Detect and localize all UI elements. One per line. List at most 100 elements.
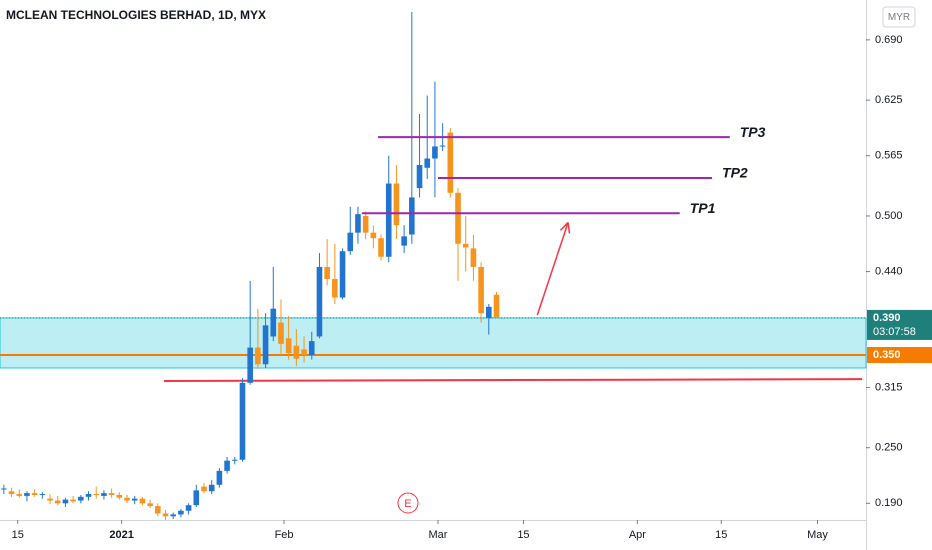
x-tick-label: 15 bbox=[12, 529, 24, 541]
candle-body bbox=[24, 493, 30, 496]
candle-body bbox=[131, 498, 138, 501]
candle-body bbox=[455, 192, 461, 244]
candle-body bbox=[101, 493, 107, 496]
x-tick-label: Mar bbox=[429, 529, 448, 541]
target-label: TP1 bbox=[690, 200, 716, 216]
candle-body bbox=[139, 498, 146, 504]
last-price-badge bbox=[867, 309, 932, 340]
arrow-head bbox=[567, 222, 571, 234]
candle-body bbox=[1, 488, 7, 490]
x-tick-label: Feb bbox=[275, 529, 294, 541]
level-badge bbox=[867, 347, 932, 364]
x-tick-label: 15 bbox=[517, 529, 529, 541]
candle-body bbox=[432, 146, 438, 159]
candle-body bbox=[262, 325, 269, 365]
candle-body bbox=[293, 345, 300, 359]
candle-body bbox=[324, 266, 330, 280]
candle-body bbox=[393, 183, 400, 226]
candle-body bbox=[185, 505, 192, 511]
x-tick-label: May bbox=[807, 529, 828, 541]
y-tick-label: 0.190 bbox=[875, 497, 903, 509]
candle-body bbox=[47, 498, 53, 501]
candle-body bbox=[447, 132, 454, 193]
candle-body bbox=[124, 497, 130, 501]
candle-body bbox=[316, 266, 323, 337]
trend-line bbox=[163, 378, 863, 382]
x-tick-label: Apr bbox=[629, 529, 646, 541]
candle-body bbox=[162, 513, 169, 517]
candle-body bbox=[470, 248, 477, 267]
currency-label[interactable]: MYR bbox=[888, 12, 910, 23]
countdown-label: 03:07:58 bbox=[873, 326, 916, 338]
candle-body bbox=[224, 460, 230, 471]
candle-body bbox=[85, 494, 92, 497]
chart-title: MCLEAN TECHNOLOGIES BERHAD, 1D, MYX bbox=[6, 8, 266, 22]
candle-body bbox=[385, 183, 392, 257]
candle-body bbox=[409, 197, 415, 235]
last-price-label: 0.390 bbox=[873, 312, 901, 324]
candle-body bbox=[378, 238, 384, 257]
y-tick-label: 0.500 bbox=[875, 210, 903, 222]
candle-body bbox=[401, 236, 407, 246]
candle-body bbox=[308, 341, 315, 356]
candle-body bbox=[231, 459, 238, 461]
candle-body bbox=[478, 266, 484, 314]
candle-body bbox=[147, 503, 153, 507]
target-label: TP2 bbox=[722, 165, 748, 181]
candle-body bbox=[493, 294, 500, 318]
x-tick-label: 2021 bbox=[109, 529, 133, 541]
candle-body bbox=[416, 164, 423, 189]
candle-body bbox=[16, 494, 23, 496]
candle-body bbox=[39, 494, 46, 496]
candle-body bbox=[70, 499, 76, 502]
candle-body bbox=[362, 215, 369, 233]
candle-body bbox=[93, 494, 100, 496]
candle-body bbox=[347, 232, 354, 252]
currency-button[interactable] bbox=[882, 6, 916, 28]
target-label: TP3 bbox=[740, 124, 766, 140]
level-label: 0.350 bbox=[873, 349, 901, 361]
y-tick-label: 0.565 bbox=[875, 150, 903, 162]
candle-body bbox=[486, 306, 492, 318]
candle-body bbox=[424, 158, 431, 168]
arrow-shaft bbox=[536, 222, 569, 316]
candle-body bbox=[54, 500, 61, 504]
y-tick-label: 0.625 bbox=[875, 94, 903, 106]
candle-body bbox=[155, 506, 161, 514]
candle-body bbox=[462, 243, 469, 248]
event-marker bbox=[397, 492, 419, 514]
plot-area: TP1 TP2 TP3 E bbox=[0, 12, 867, 520]
candle-body bbox=[201, 486, 207, 492]
candle-body bbox=[255, 347, 261, 365]
candle-body bbox=[270, 308, 277, 337]
candle-body bbox=[370, 232, 377, 239]
candle-body bbox=[116, 494, 123, 498]
candle-body bbox=[78, 496, 84, 501]
event-label: E bbox=[404, 498, 411, 510]
candle-body bbox=[31, 493, 38, 495]
candle-body bbox=[339, 251, 346, 298]
candle-body bbox=[170, 514, 176, 517]
arrow-head bbox=[559, 221, 569, 231]
candle-body bbox=[8, 491, 15, 495]
y-tick-label: 0.250 bbox=[875, 442, 903, 454]
support-zone bbox=[0, 317, 867, 369]
y-tick-label: 0.315 bbox=[875, 381, 903, 393]
candle-body bbox=[355, 214, 361, 233]
y-tick-label: 0.440 bbox=[875, 265, 903, 277]
candle-body bbox=[247, 347, 253, 383]
candle-body bbox=[239, 382, 246, 460]
candle-body bbox=[332, 279, 338, 298]
candle-body bbox=[216, 470, 223, 485]
y-tick-label: 0.690 bbox=[875, 34, 903, 46]
candle-body bbox=[301, 349, 307, 356]
candle-body bbox=[62, 499, 69, 504]
candle-body bbox=[285, 338, 292, 354]
candle-body bbox=[208, 484, 215, 492]
candle-body bbox=[108, 493, 115, 495]
candle-body bbox=[439, 145, 446, 147]
candle-body bbox=[178, 510, 184, 515]
